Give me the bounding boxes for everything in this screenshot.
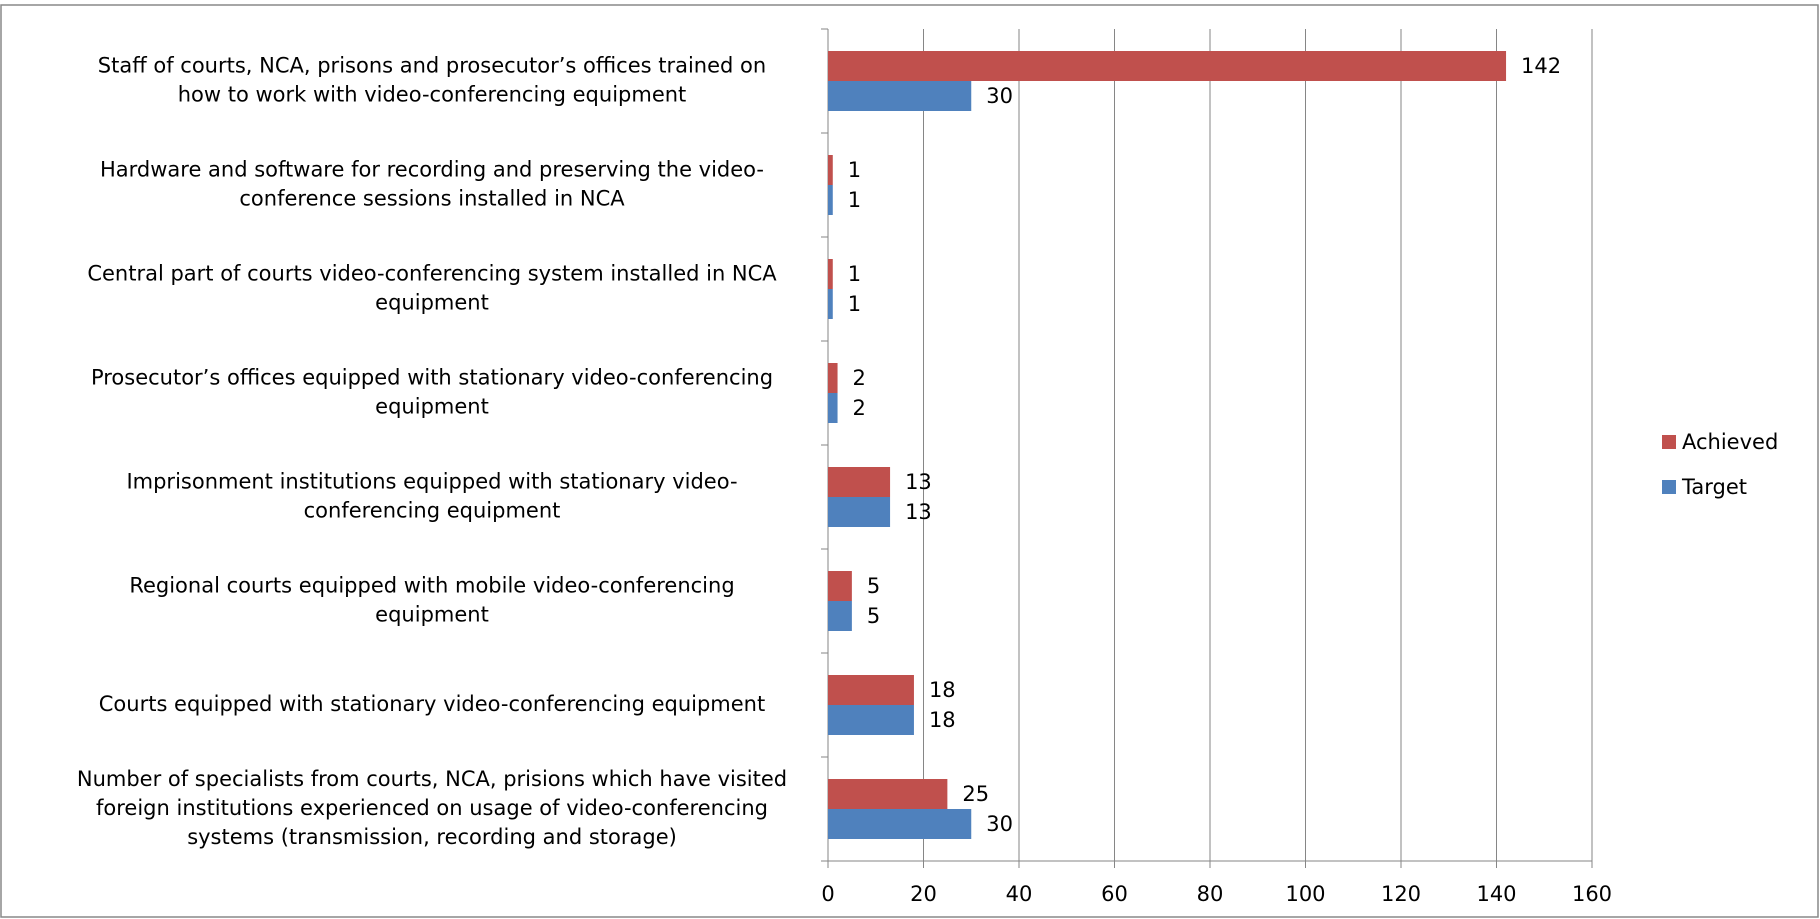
value-label: 18 — [929, 678, 956, 702]
value-label: 2 — [853, 366, 866, 390]
bar — [828, 497, 891, 527]
x-tick-label: 160 — [1572, 882, 1612, 906]
y-tick-label: Central part of courts video-conferencin… — [87, 262, 777, 315]
legend-label: Target — [1681, 475, 1747, 499]
legend-label: Achieved — [1682, 430, 1778, 454]
x-tick-label: 0 — [821, 882, 834, 906]
bar — [828, 259, 833, 289]
bar — [828, 779, 948, 809]
legend-swatch — [1662, 435, 1676, 449]
bar — [828, 155, 833, 185]
bar — [828, 393, 838, 423]
value-label: 5 — [867, 604, 880, 628]
bar — [828, 571, 852, 601]
bar — [828, 363, 838, 393]
value-label: 1 — [848, 292, 861, 316]
x-tick-label: 140 — [1476, 882, 1516, 906]
bar — [828, 81, 972, 111]
legend-swatch — [1662, 480, 1676, 494]
value-label: 30 — [986, 812, 1013, 836]
bar — [828, 51, 1507, 81]
y-tick-label: Prosecutor’s offices equipped with stati… — [91, 366, 773, 419]
x-tick-label: 40 — [1006, 882, 1033, 906]
bar — [828, 675, 914, 705]
x-tick-label: 60 — [1101, 882, 1128, 906]
value-label: 13 — [905, 470, 932, 494]
bar — [828, 809, 972, 839]
value-label: 30 — [986, 84, 1013, 108]
bar — [828, 601, 852, 631]
value-label: 1 — [848, 262, 861, 286]
x-tick-label: 120 — [1381, 882, 1421, 906]
chart-border — [0, 4, 1819, 918]
value-label: 13 — [905, 500, 932, 524]
value-label: 18 — [929, 708, 956, 732]
bar — [828, 185, 833, 215]
value-label: 2 — [853, 396, 866, 420]
y-tick-label: Imprisonment institutions equipped with … — [126, 470, 737, 523]
y-tick-label: Hardware and software for recording and … — [100, 158, 764, 211]
value-label: 5 — [867, 574, 880, 598]
x-tick-label: 20 — [910, 882, 937, 906]
bar — [828, 289, 833, 319]
value-label: 25 — [962, 782, 989, 806]
value-label: 1 — [848, 188, 861, 212]
bar — [828, 467, 891, 497]
x-tick-label: 80 — [1197, 882, 1224, 906]
y-tick-label: Staff of courts, NCA, prisons and prosec… — [98, 54, 766, 107]
value-label: 142 — [1521, 54, 1561, 78]
x-tick-label: 100 — [1285, 882, 1325, 906]
y-tick-label: Regional courts equipped with mobile vid… — [129, 574, 734, 627]
value-label: 1 — [848, 158, 861, 182]
y-tick-label: Number of specialists from courts, NCA, … — [77, 767, 787, 849]
y-tick-label: Courts equipped with stationary video-co… — [99, 692, 765, 716]
bar — [828, 705, 914, 735]
